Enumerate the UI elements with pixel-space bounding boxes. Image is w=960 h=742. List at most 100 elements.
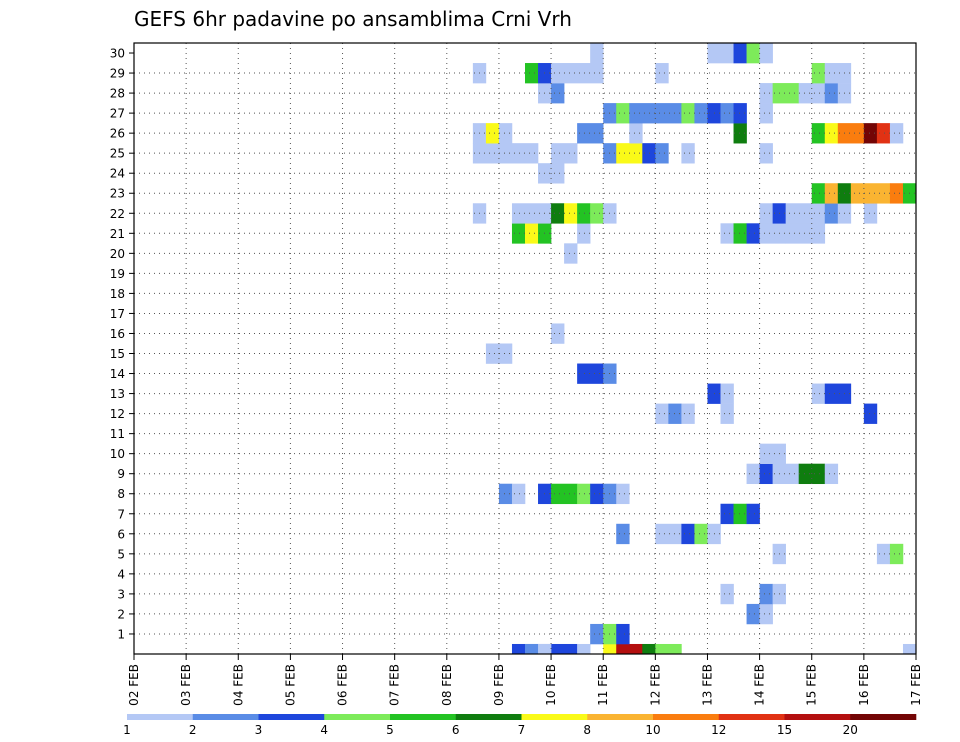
colorbar-label: 1 [123, 723, 131, 737]
precip-cell-member-23 [824, 183, 839, 204]
precip-cell-member-27 [733, 103, 747, 124]
data-cells [472, 43, 917, 655]
x-tick-label: 15 FEB [805, 664, 819, 706]
precip-cell-member-0 [577, 643, 591, 655]
precip-cell-member-23 [850, 183, 891, 204]
precip-cell-member-8 [498, 483, 513, 505]
colorbar-label: 3 [255, 723, 263, 737]
colorbar-swatch [784, 714, 851, 720]
precip-cell-member-0 [603, 643, 617, 655]
y-tick-label: 24 [110, 167, 125, 181]
precip-cell-member-7 [746, 503, 760, 525]
precip-cell-member-0 [616, 643, 643, 655]
precip-cell-member-25 [681, 143, 695, 164]
precip-cell-member-0 [538, 643, 552, 655]
y-tick-label: 5 [117, 547, 125, 561]
precip-cell-member-30 [707, 43, 734, 64]
precip-cell-member-21 [746, 223, 760, 244]
precip-cell-member-14 [577, 363, 604, 384]
precip-cell-member-29 [811, 63, 826, 84]
x-tick-label: 07 FEB [388, 664, 402, 706]
y-tick-label: 26 [110, 127, 125, 141]
x-tick-label: 08 FEB [440, 664, 454, 706]
y-tick-label: 29 [110, 67, 125, 81]
y-tick-label: 21 [110, 227, 125, 241]
precip-cell-member-16 [551, 323, 565, 344]
x-tick-label: 09 FEB [492, 664, 506, 706]
y-tick-label: 11 [110, 427, 125, 441]
y-tick-label: 25 [110, 147, 125, 161]
precip-cell-member-3 [720, 583, 734, 605]
precip-cell-member-21 [577, 223, 591, 244]
y-tick-label: 22 [110, 207, 125, 221]
precip-cell-member-28 [759, 83, 773, 104]
colorbar-label: 20 [843, 723, 858, 737]
x-tick-label: 06 FEB [336, 664, 350, 706]
y-tick-label: 4 [117, 567, 125, 581]
x-tick-label: 16 FEB [857, 664, 871, 706]
precip-cell-member-22 [785, 203, 826, 224]
x-tick-label: 13 FEB [700, 664, 714, 706]
precip-cell-member-22 [511, 203, 552, 224]
precip-cell-member-6 [616, 523, 630, 545]
precip-cell-member-26 [733, 123, 747, 144]
precip-cell-member-12 [668, 403, 682, 424]
precip-cell-member-30 [733, 43, 747, 64]
colorbar-label: 8 [583, 723, 591, 737]
colorbar-swatch [127, 714, 194, 720]
precip-cell-member-2 [746, 603, 760, 625]
precip-cell-member-28 [824, 83, 839, 104]
plot-frame [133, 42, 917, 655]
precip-cell-member-25 [642, 143, 656, 164]
precip-cell-member-3 [759, 583, 773, 605]
y-tick-label: 2 [117, 607, 125, 621]
x-tick-label: 12 FEB [648, 664, 662, 706]
precip-cell-member-13 [824, 383, 852, 404]
x-tick-label: 05 FEB [283, 664, 297, 706]
precip-cell-member-22 [590, 203, 604, 224]
precip-cell-member-26 [485, 123, 500, 144]
precip-cell-member-22 [577, 203, 591, 224]
y-tick-label: 14 [110, 367, 125, 381]
precip-cell-member-26 [811, 123, 826, 144]
precip-cell-member-6 [694, 523, 708, 545]
y-tick-label: 17 [110, 307, 125, 321]
precip-cell-member-30 [590, 43, 604, 64]
colorbar-swatch [324, 714, 391, 720]
precip-cell-member-30 [746, 43, 760, 64]
y-tick-label: 30 [110, 47, 125, 61]
precip-cell-member-8 [511, 483, 526, 505]
precip-cell-member-26 [824, 123, 839, 144]
colorbar-swatch [850, 714, 917, 720]
colorbar-swatch [587, 714, 654, 720]
x-tick-label: 14 FEB [753, 664, 767, 706]
precip-cell-member-26 [629, 123, 643, 144]
y-tick-label: 27 [110, 107, 125, 121]
colorbar-label: 10 [645, 723, 660, 737]
x-tick-label: 04 FEB [231, 664, 245, 706]
precip-cell-member-5 [889, 543, 904, 565]
colorbar-swatch [390, 714, 457, 720]
precip-cell-member-26 [498, 123, 513, 144]
precip-cell-member-27 [681, 103, 695, 124]
precip-cell-member-6 [655, 523, 682, 545]
precip-cell-member-7 [733, 503, 747, 525]
y-tick-label: 1 [117, 627, 125, 641]
colorbar-label: 5 [386, 723, 394, 737]
precip-cell-member-21 [733, 223, 747, 244]
y-tick-label: 10 [110, 447, 125, 461]
colorbar-label: 12 [711, 723, 726, 737]
precip-cell-member-26 [863, 123, 878, 144]
precip-cell-member-27 [616, 103, 630, 124]
colorbar-swatch [455, 714, 522, 720]
precip-cell-member-25 [655, 143, 669, 164]
y-tick-label: 19 [110, 267, 125, 281]
chart-title: GEFS 6hr padavine po ansamblima Crni Vrh [134, 7, 572, 31]
y-tick-label: 8 [117, 487, 125, 501]
y-tick-label: 28 [110, 87, 125, 101]
precip-cell-member-28 [551, 83, 565, 104]
precip-cell-member-27 [694, 103, 708, 124]
precip-cell-member-22 [564, 203, 578, 224]
precip-cell-member-26 [577, 123, 604, 144]
